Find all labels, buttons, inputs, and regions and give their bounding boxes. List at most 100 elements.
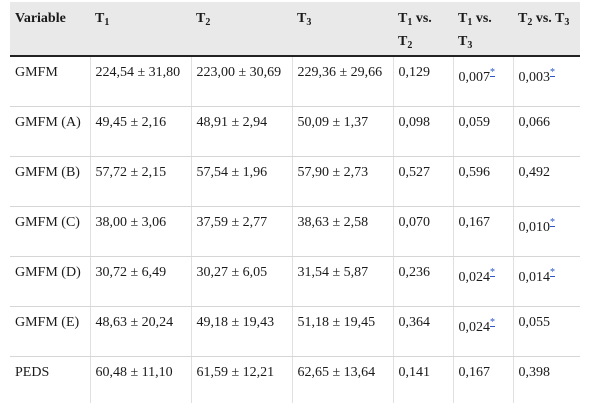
row-label-cell: GMFM (A) [10, 106, 91, 157]
table-cell: 0,129 [393, 56, 454, 107]
table-cell: 57,90 ± 2,73 [292, 156, 394, 207]
table-cell: 0,003* [513, 56, 580, 107]
cell-value: 0,014 [518, 269, 551, 285]
cell-value: 0,098 [398, 114, 431, 130]
table-cell: 30,27 ± 6,05 [191, 256, 293, 307]
cell-value: 0,527 [398, 164, 431, 180]
table-cell: 0,059 [453, 106, 514, 157]
table-cell: 51,18 ± 19,45 [292, 306, 394, 357]
header-text-rest: vs. T [458, 11, 492, 49]
variable-name: GMFM (E) [15, 314, 80, 330]
table-row: GMFM (B) 57,72 ± 2,15 57,54 ± 1,96 57,90 ± … [10, 156, 580, 207]
significance-footnote-link[interactable]: * [490, 266, 495, 278]
cell-value: 0,167 [458, 214, 491, 230]
table-cell: 0,236 [393, 256, 454, 307]
header-subscript: 3 [306, 17, 312, 28]
header-text: T [518, 11, 528, 26]
cell-value: 37,59 ± 2,77 [196, 214, 268, 230]
variable-name: GMFM [15, 65, 58, 80]
table-cell: 0,167 [453, 206, 514, 257]
significance-footnote-link[interactable]: * [490, 67, 495, 78]
table-cell: 49,18 ± 19,43 [191, 306, 293, 357]
cell-value: 0,129 [398, 65, 431, 80]
cell-value: 31,54 ± 5,87 [297, 264, 369, 280]
table-row: GMFM 224,54 ± 31,80 223,00 ± 30,69 229,36 ±… [10, 56, 580, 107]
cell-value: 57,54 ± 1,96 [196, 164, 268, 180]
header-subscript: 1 [467, 17, 473, 28]
table-cell: 0,007* [453, 56, 514, 107]
header-subscript: 2 [205, 17, 211, 28]
cell-value: 61,59 ± 12,21 [196, 364, 275, 380]
significance-footnote-link[interactable]: * [550, 266, 555, 278]
header-text: Variable [15, 11, 66, 26]
header-text: T [458, 11, 468, 26]
cell-value: 60,48 ± 11,10 [95, 364, 173, 380]
table-cell: 62,65 ± 13,64 [292, 356, 394, 403]
table-cell: 0,066 [513, 106, 580, 157]
table-cell: 30,72 ± 6,49 [90, 256, 192, 307]
table-cell: 38,00 ± 3,06 [90, 206, 192, 257]
row-label-cell: GMFM (E) [10, 306, 91, 357]
row-label-cell: PEDS [10, 356, 91, 403]
header-subscript: 3 [564, 17, 570, 28]
table-cell: 0,492 [513, 156, 580, 207]
table-cell: 57,54 ± 1,96 [191, 156, 293, 207]
table-cell: 229,36 ± 29,66 [292, 56, 394, 107]
table-cell: 61,59 ± 12,21 [191, 356, 293, 403]
header-subscript: 3 [467, 40, 473, 51]
cell-value: 57,72 ± 2,15 [95, 164, 167, 180]
table-cell: 38,63 ± 2,58 [292, 206, 394, 257]
variable-name: GMFM (A) [15, 114, 81, 130]
table-cell: 0,364 [393, 306, 454, 357]
column-header-5: T1 vs. T3 [453, 2, 513, 57]
variable-name: PEDS [15, 364, 50, 380]
cell-value: 0,236 [398, 264, 431, 280]
header-subscript: 2 [527, 17, 533, 28]
column-header-4: T1 vs. T2 [393, 2, 453, 57]
significance-footnote-link[interactable]: * [550, 216, 555, 228]
header-subscript: 1 [407, 17, 413, 28]
cell-value: 0,364 [398, 314, 431, 330]
significance-footnote-link[interactable]: * [550, 67, 555, 78]
row-label-cell: GMFM (C) [10, 206, 91, 257]
table-cell: 0,024* [453, 256, 514, 307]
header-text-rest: vs. T [398, 11, 432, 49]
cell-value: 0,596 [458, 164, 491, 180]
table-cell: 57,72 ± 2,15 [90, 156, 192, 207]
cell-value: 224,54 ± 31,80 [95, 65, 181, 80]
cell-value: 0,141 [398, 364, 431, 380]
cell-value: 38,63 ± 2,58 [297, 214, 369, 230]
table-cell: 0,010* [513, 206, 580, 257]
table-row: PEDS 60,48 ± 11,10 61,59 ± 12,21 62,65 ± 13… [10, 356, 580, 403]
column-header-1: T1 [90, 2, 191, 57]
table-cell: 0,141 [393, 356, 454, 403]
table-cell: 48,91 ± 2,94 [191, 106, 293, 157]
column-header-2: T2 [191, 2, 292, 57]
table-cell: 50,09 ± 1,37 [292, 106, 394, 157]
table-cell: 0,596 [453, 156, 514, 207]
table-cell: 223,00 ± 30,69 [191, 56, 293, 107]
table-cell: 48,63 ± 20,24 [90, 306, 192, 357]
variable-name: GMFM (C) [15, 214, 80, 230]
header-text: T [398, 11, 408, 26]
significance-footnote-link[interactable]: * [490, 316, 495, 328]
table-cell: 0,024* [453, 306, 514, 357]
cell-value: 48,63 ± 20,24 [95, 314, 174, 330]
results-table: Variable T1 T2 T3 T1 vs. T2 T1 vs. T3 T2 vs. T… [10, 2, 580, 403]
table-row: GMFM (C) 38,00 ± 3,06 37,59 ± 2,77 38,63 ± … [10, 206, 580, 257]
cell-value: 49,18 ± 19,43 [196, 314, 275, 330]
table-body: GMFM 224,54 ± 31,80 223,00 ± 30,69 229,36 ±… [10, 56, 580, 403]
row-label-cell: GMFM [10, 56, 91, 107]
table-cell: 49,45 ± 2,16 [90, 106, 192, 157]
table-cell: 0,398 [513, 356, 580, 403]
table-cell: 224,54 ± 31,80 [90, 56, 192, 107]
table-cell: 37,59 ± 2,77 [191, 206, 293, 257]
cell-value: 0,070 [398, 214, 431, 230]
table-cell: 0,167 [453, 356, 514, 403]
header-row: Variable T1 T2 T3 T1 vs. T2 T1 vs. T3 T2 vs. T… [10, 2, 580, 57]
cell-value: 38,00 ± 3,06 [95, 214, 167, 230]
table-cell: 31,54 ± 5,87 [292, 256, 394, 307]
cell-value: 0,492 [518, 164, 551, 180]
cell-value: 30,27 ± 6,05 [196, 264, 268, 280]
cell-value: 30,72 ± 6,49 [95, 264, 167, 280]
